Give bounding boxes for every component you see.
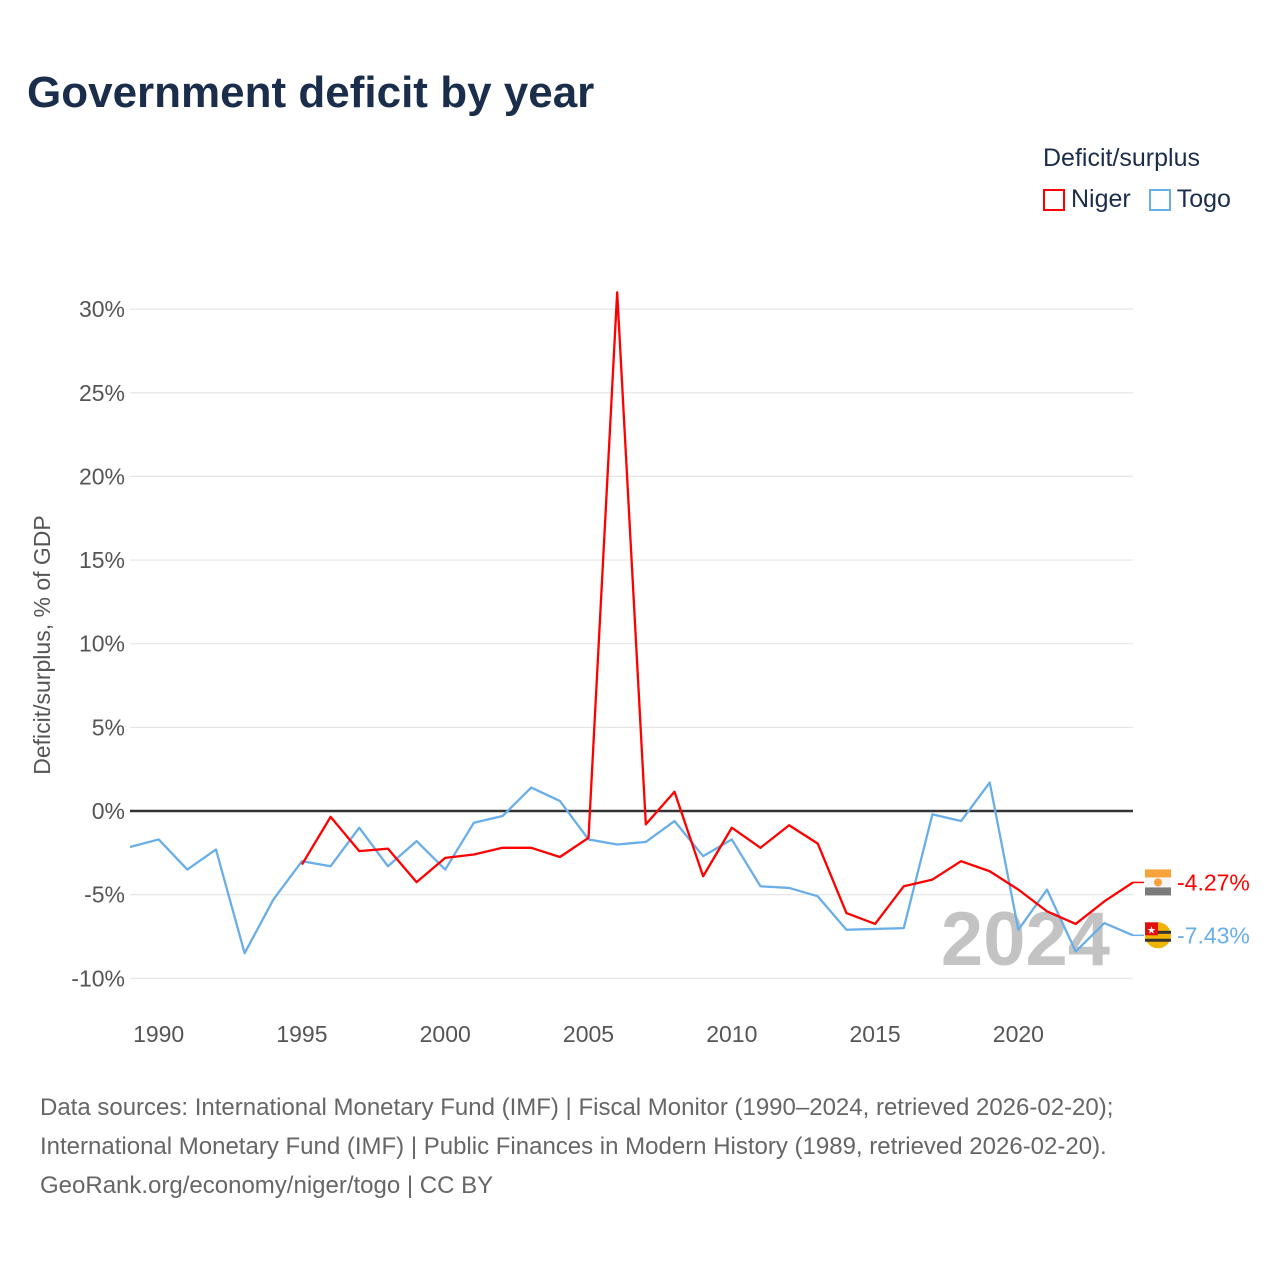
series-line-niger (300, 291, 1134, 926)
y-tick-label: -10% (71, 965, 125, 991)
y-tick-label: 15% (79, 547, 125, 573)
legend-label-togo: Togo (1176, 185, 1231, 213)
source-line-2: International Monetary Fund (IMF) | Publ… (40, 1133, 1107, 1160)
legend-label-niger: Niger (1071, 185, 1131, 213)
chart-title: Government deficit by year (27, 68, 595, 117)
legend-title: Deficit/surplus (1043, 144, 1200, 172)
legend-swatch-niger (1043, 188, 1065, 211)
series-line-togo (129, 781, 1134, 955)
x-tick-label: 2015 (849, 1021, 900, 1047)
source-line-1: Data sources: International Monetary Fun… (40, 1094, 1114, 1121)
niger-flag-stripe (1145, 869, 1171, 878)
year-watermark: 2024 (941, 897, 1110, 982)
x-tick-label: 1990 (133, 1021, 184, 1047)
x-tick-label: 2020 (993, 1021, 1044, 1047)
niger-flag-sun (1154, 878, 1162, 887)
end-value-label-niger: -4.27% (1177, 869, 1250, 895)
y-tick-label: 20% (79, 463, 125, 489)
chart-area: -10% -5% 0% 5% 10% 15% 20% 25% 30% 1990 1995 2000 20… (29, 291, 1250, 1047)
x-tick-label: 1995 (276, 1021, 327, 1047)
legend-item-niger[interactable]: Niger (1043, 185, 1131, 214)
source-link[interactable]: GeoRank.org/economy/niger/togo | CC BY (40, 1172, 494, 1199)
x-tick-label: 2010 (706, 1021, 757, 1047)
x-tick-label: 2005 (563, 1021, 614, 1047)
y-tick-label: 25% (79, 380, 125, 406)
legend-swatch-togo (1148, 188, 1171, 211)
legend-item-togo[interactable]: Togo (1148, 185, 1231, 214)
y-tick-label: 30% (79, 296, 125, 322)
y-axis-label: Deficit/surplus, % of GDP (29, 515, 55, 774)
end-value-label-togo: -7.43% (1177, 922, 1250, 948)
x-tick-label: 2000 (420, 1021, 471, 1047)
y-tick-label: 0% (92, 798, 125, 824)
y-tick-label: 10% (79, 631, 125, 657)
data-sources: Data sources: International Monetary Fun… (40, 1088, 1113, 1205)
togo-flag-star: ★ (1147, 925, 1156, 936)
y-tick-label: 5% (92, 714, 125, 740)
legend: Deficit/surplus Niger Togo (1043, 144, 1231, 214)
togo-flag-canton (1145, 922, 1158, 936)
y-tick-label: -5% (84, 882, 125, 908)
niger-flag-stripe (1145, 887, 1171, 896)
